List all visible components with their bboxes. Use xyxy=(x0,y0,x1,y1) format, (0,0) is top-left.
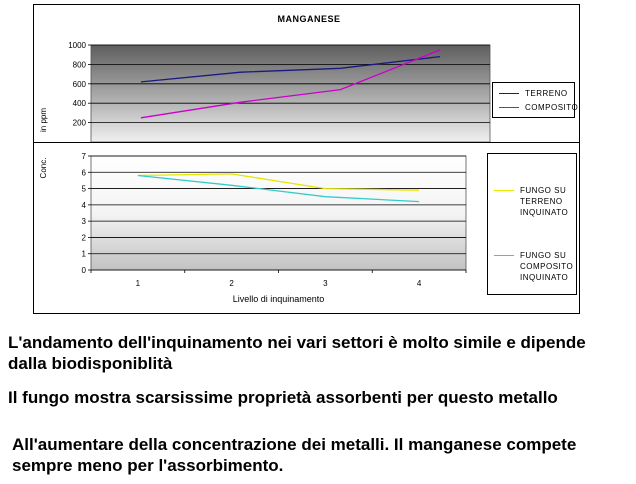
y-tick-label: 5 xyxy=(82,185,87,194)
y-tick-label: 2 xyxy=(82,233,87,242)
y-tick-label: 0 xyxy=(82,266,87,275)
x-tick-label: 3 xyxy=(323,279,328,288)
bottom-chart-svg: 0 1 2 3 4 5 6 7 1 2 3 4 Livello di inquinamento Conc. xyxy=(39,152,467,304)
y-tick-label: 200 xyxy=(73,119,87,128)
caption-manganese: All'aumentare della concentrazione dei m… xyxy=(12,435,577,475)
y-tick-label: 600 xyxy=(73,80,87,89)
legend-label-fungo-composito: FUNGO SU COMPOSITO INQUINATO xyxy=(520,251,574,282)
series-line-2 xyxy=(140,49,441,119)
caption-andamento: L'andamento dell'inquinamento nei vari s… xyxy=(8,333,586,373)
manganese-chart-top: 200 400 600 800 1000 MANGANESE in ppm TERRENO … xyxy=(33,4,580,144)
x-axis-title: Livello di inquinamento xyxy=(233,294,325,304)
legend-label-composito: COMPOSITO xyxy=(525,103,579,112)
legend-item-terreno: TERRENO xyxy=(493,88,568,99)
y-tick-label: 3 xyxy=(82,217,87,226)
y-tick-label: 800 xyxy=(73,60,87,69)
y-axis-title: in ppm xyxy=(39,108,48,132)
legend-swatch-fungo-composito xyxy=(494,255,514,256)
y-axis-title: Conc. xyxy=(39,158,48,179)
series-line-1 xyxy=(137,173,420,191)
legend-swatch-terreno xyxy=(499,93,519,94)
y-tick-label: 6 xyxy=(82,168,87,177)
legend-bottom: FUNGO SU TERRENO INQUINATO FUNGO SU COMP… xyxy=(487,153,577,295)
y-tick-label: 400 xyxy=(73,99,87,108)
top-chart-svg: 200 400 600 800 1000 MANGANESE in ppm xyxy=(39,14,491,143)
y-tick-label: 7 xyxy=(82,152,87,161)
x-tick-label: 2 xyxy=(229,279,234,288)
y-tick-label: 1 xyxy=(82,250,87,259)
chart-title: MANGANESE xyxy=(277,14,340,24)
legend-item-fungo-terreno: FUNGO SU TERRENO INQUINATO xyxy=(488,185,572,218)
caption-fungo: Il fungo mostra scarsissime proprietà as… xyxy=(8,388,558,407)
legend-item-composito: COMPOSITO xyxy=(493,102,578,113)
legend-label-fungo-terreno: FUNGO SU TERRENO INQUINATO xyxy=(520,186,569,217)
plot-area xyxy=(90,44,491,143)
series-line-2 xyxy=(137,174,420,203)
plot-area xyxy=(90,155,467,271)
fungo-chart-bottom: 0 1 2 3 4 5 6 7 1 2 3 4 Livello di inquinamento Conc.… xyxy=(33,142,580,314)
legend-swatch-fungo-terreno xyxy=(494,190,514,191)
legend-label-terreno: TERRENO xyxy=(525,89,568,98)
series-line-1 xyxy=(140,55,441,83)
legend-swatch-composito xyxy=(499,107,519,108)
x-tick-label: 4 xyxy=(417,279,422,288)
y-tick-label: 4 xyxy=(82,201,87,210)
legend-top: TERRENO COMPOSITO xyxy=(492,82,578,118)
x-tick-label: 1 xyxy=(136,279,141,288)
y-tick-label: 1000 xyxy=(68,41,86,50)
legend-item-fungo-composito: FUNGO SU COMPOSITO INQUINATO xyxy=(488,250,576,283)
